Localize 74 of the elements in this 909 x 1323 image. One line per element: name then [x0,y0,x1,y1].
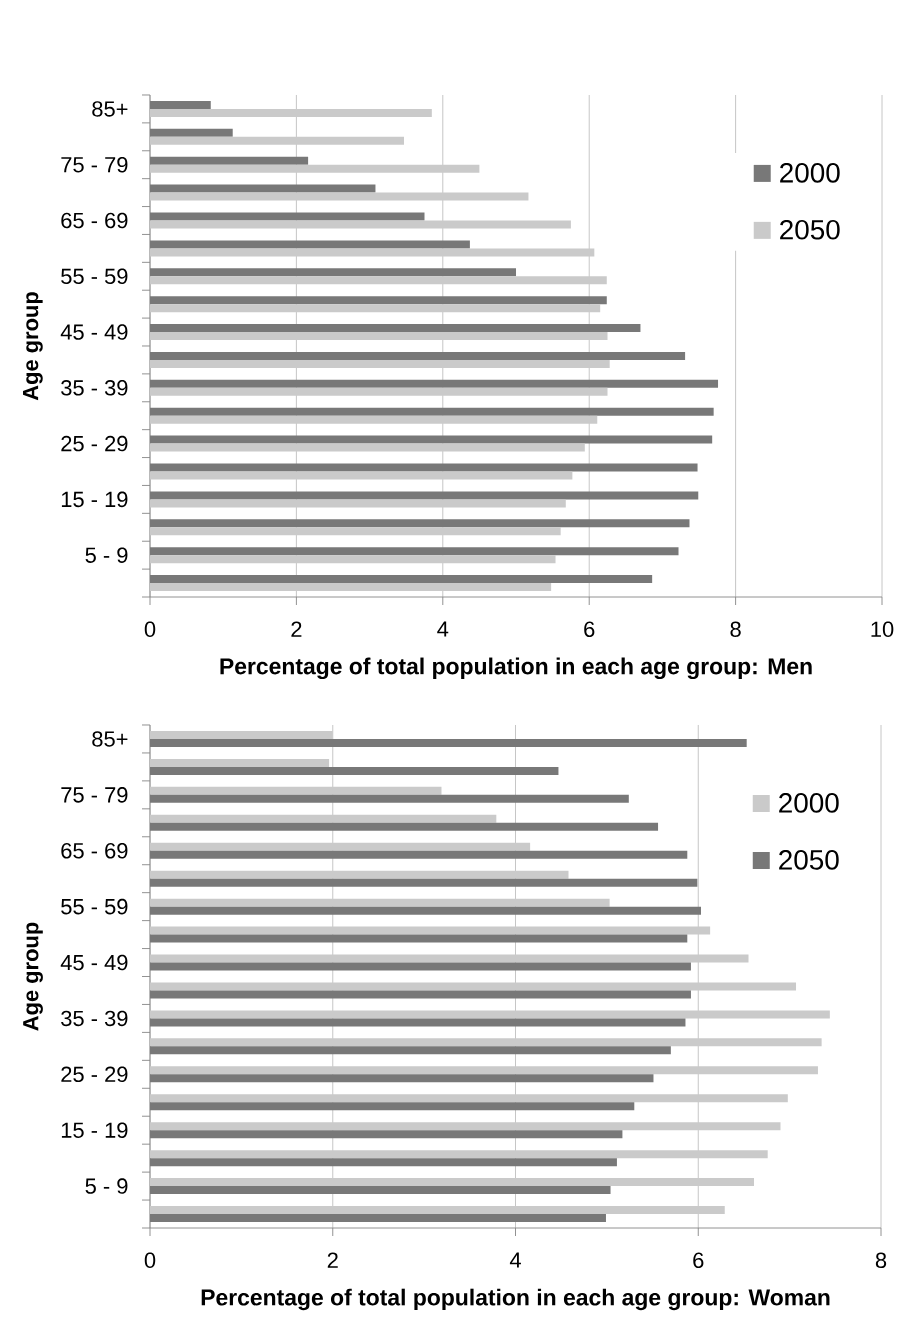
x-tick-label: 0 [144,621,156,638]
bar [150,324,641,333]
bar [150,547,679,556]
y-tick-label: 35 - 39 [61,1010,128,1027]
bar [150,766,559,775]
x-axis-title: Percentage of total population in each age group: Men [220,657,812,680]
bar [150,407,714,416]
bar [150,1074,654,1083]
bar [150,463,698,472]
bar [150,491,699,500]
y-axis-title: Age group [23,292,43,401]
bar [150,240,470,249]
y-tick-label: 5 - 9 [85,1178,128,1194]
y-tick-label: 65 - 69 [61,212,128,229]
x-tick-label: 2 [327,1252,338,1268]
y-tick-label: 15 - 19 [61,1122,128,1138]
bar [150,519,690,528]
x-tick-label: 10 [871,621,894,638]
x-tick-label: 8 [730,621,741,638]
bar [150,1186,611,1195]
bar [150,1102,635,1111]
x-tick-label: 6 [693,1252,704,1269]
y-tick-label: 75 - 79 [61,787,128,803]
y-tick-label: 85+ [92,731,128,747]
bar [150,128,233,137]
y-tick-label: 45 - 49 [60,324,128,340]
bar [150,351,686,360]
bar [150,794,629,803]
y-tick-label: 5 - 9 [85,547,128,563]
x-tick-label: 0 [144,1252,156,1269]
bar [150,878,698,887]
y-tick-label: 75 - 79 [61,156,128,173]
y-tick-label: 25 - 29 [61,1066,128,1083]
bar [150,990,691,999]
y-tick-label: 35 - 39 [61,380,128,396]
y-tick-label: 65 - 69 [61,842,128,859]
x-tick-label: 8 [875,1252,887,1269]
bar [150,934,688,943]
x-axis-title: Percentage of total population in each age group: Woman [201,1288,830,1311]
bar [150,1046,671,1055]
bar [150,184,376,193]
y-tick-label: 15 - 19 [61,491,128,508]
bar [150,1130,623,1139]
bar [150,575,653,584]
y-tick-label: 85+ [92,101,128,117]
legend-label: 2050 [779,850,839,870]
bar [150,1018,686,1027]
bar [150,435,713,444]
bar [150,758,330,767]
y-tick-label: 55 - 59 [61,898,128,915]
bar [150,156,309,165]
y-tick-label: 25 - 29 [61,435,128,452]
bar [150,212,425,221]
x-tick-label: 4 [437,621,449,637]
bar [150,1158,617,1167]
bar [150,962,691,971]
bar [150,738,747,747]
y-tick-label: 55 - 59 [61,268,128,285]
bar [150,296,607,305]
bar [150,100,211,109]
y-tick-label: 45 - 49 [60,954,128,971]
bar [150,822,659,831]
legend-label: 2000 [780,162,840,183]
bar [150,268,516,277]
bar [150,1214,606,1223]
y-axis-title: Age group [23,922,43,1031]
x-tick-label: 2 [291,621,302,637]
bar [150,379,719,388]
legend-label: 2050 [780,219,840,240]
legend-label: 2000 [779,793,839,813]
x-tick-label: 6 [584,621,595,638]
x-tick-label: 4 [509,1252,521,1268]
bar [150,906,701,915]
bar [150,850,688,859]
